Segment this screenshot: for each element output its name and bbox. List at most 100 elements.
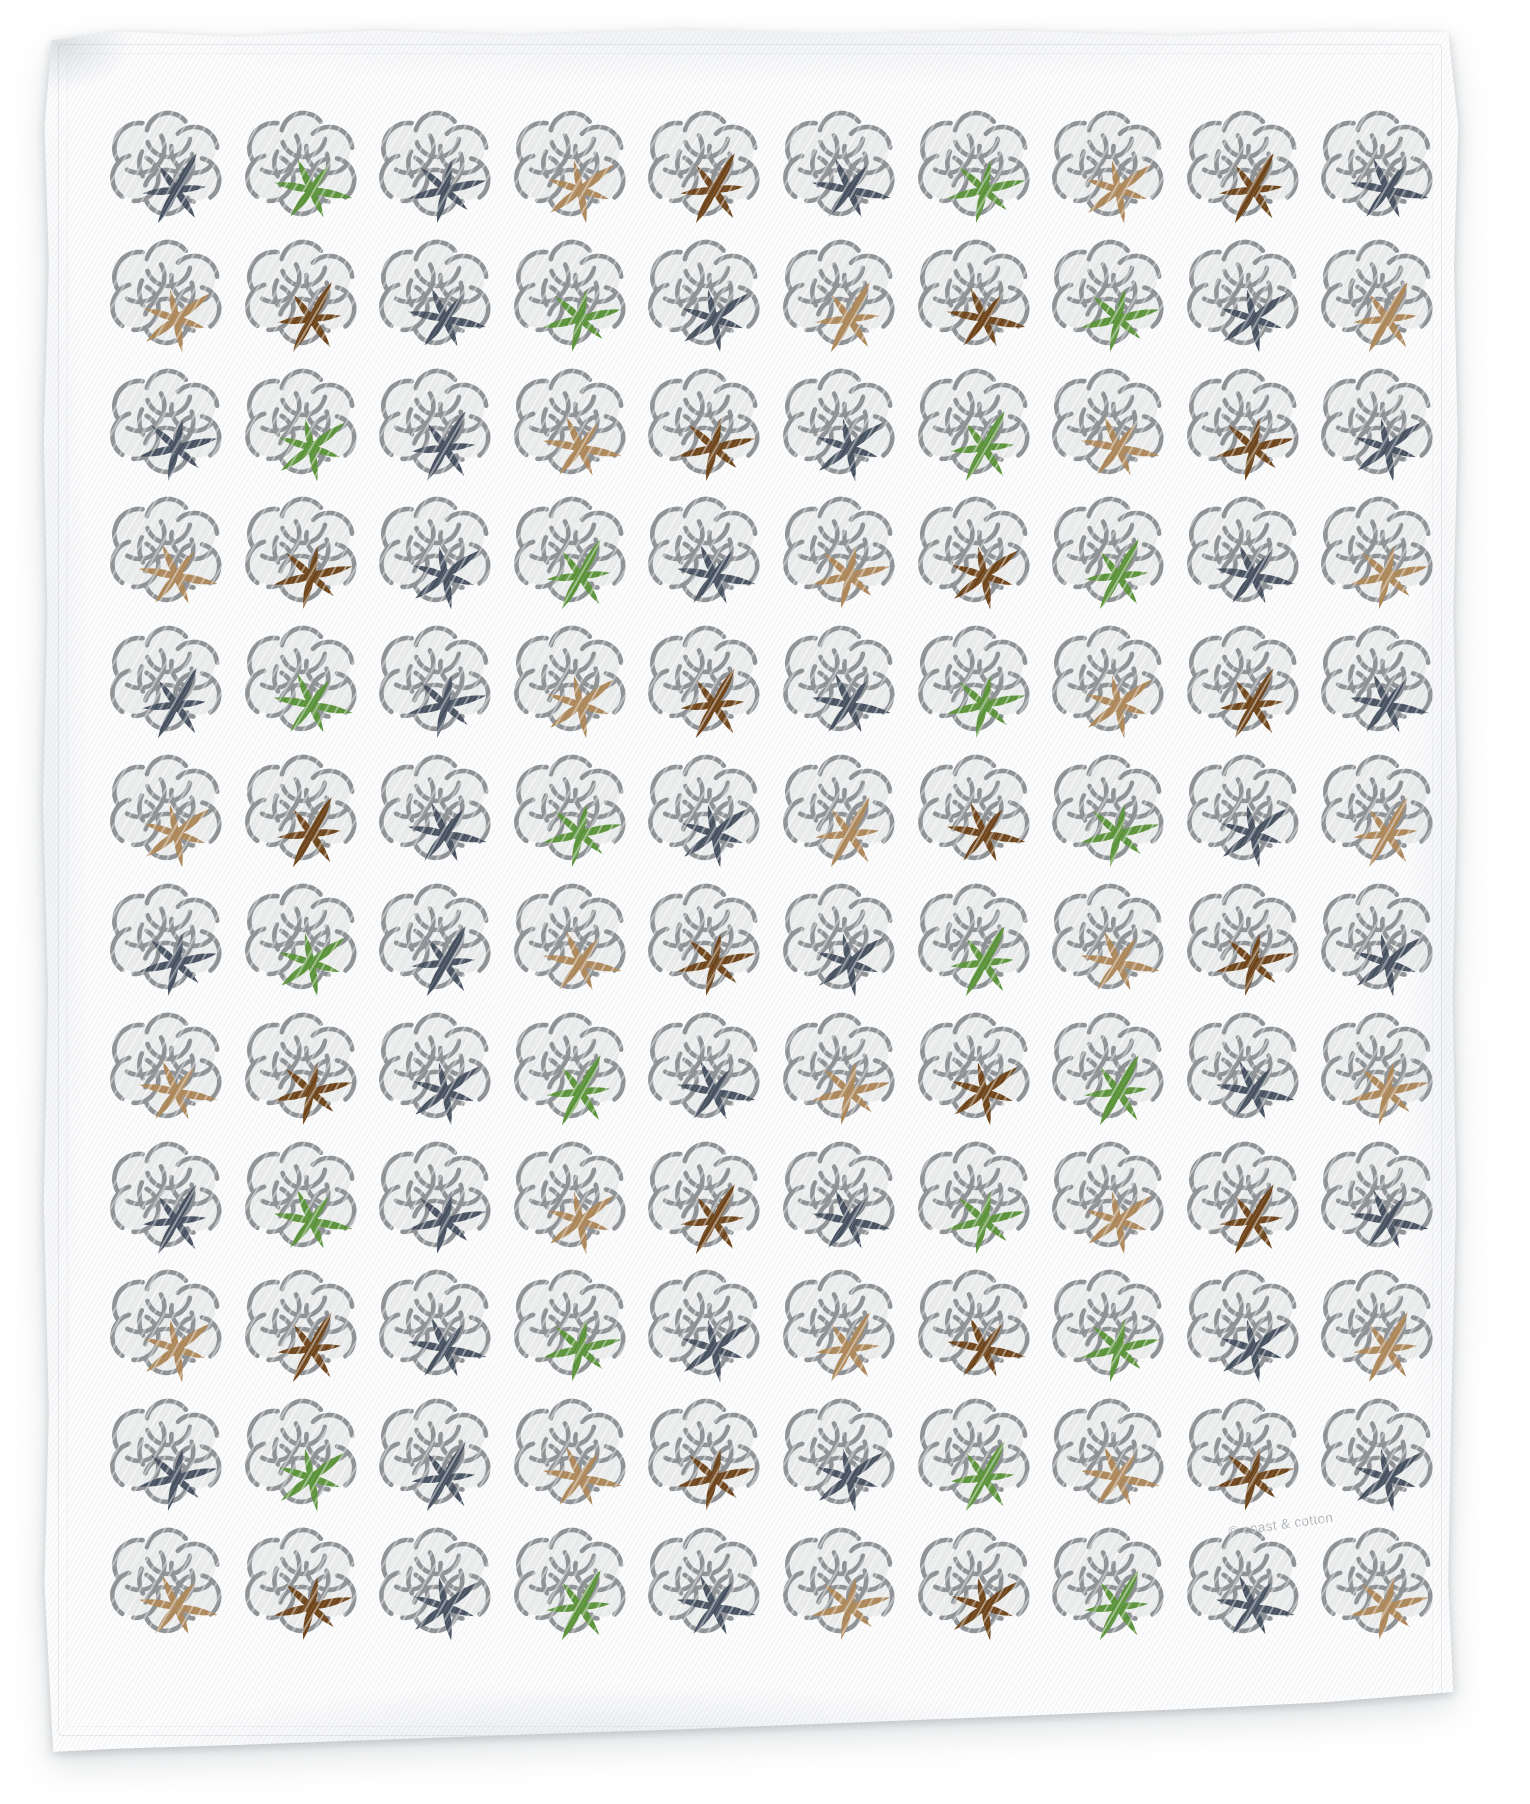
cotton-boll	[371, 1139, 506, 1262]
cotton-boll	[910, 1396, 1045, 1526]
cotton-boll	[371, 1525, 506, 1648]
cotton-boll	[237, 752, 372, 881]
cotton-boll	[1044, 623, 1179, 746]
cotton-boll	[371, 366, 506, 495]
cotton-boll	[640, 237, 775, 360]
cotton-boll	[237, 366, 372, 488]
cotton-boll	[1044, 366, 1179, 495]
cotton-boll	[1313, 494, 1448, 618]
tea-towel: © coast & cotton	[43, 29, 1459, 1752]
cotton-boll	[1179, 623, 1314, 753]
cotton-boll	[1179, 1396, 1314, 1520]
cotton-boll	[1313, 366, 1448, 488]
cotton-boll	[1179, 752, 1314, 875]
cotton-boll	[775, 1139, 910, 1268]
cotton-boll	[1179, 1525, 1314, 1654]
cotton-boll	[1179, 108, 1314, 237]
cotton-boll	[775, 1267, 910, 1397]
cotton-boll	[775, 108, 910, 237]
cotton-boll	[506, 1010, 641, 1139]
cotton-boll	[506, 237, 641, 360]
cotton-boll	[910, 1525, 1045, 1648]
cotton-boll	[1044, 237, 1179, 360]
cotton-boll	[237, 623, 372, 753]
cotton-boll	[775, 237, 910, 366]
cotton-boll	[102, 752, 237, 875]
cotton-boll	[102, 1396, 237, 1520]
cotton-boll	[506, 1267, 641, 1391]
cotton-boll	[102, 237, 237, 360]
cotton-boll	[237, 1139, 372, 1268]
cotton-boll	[237, 1396, 372, 1519]
cotton-boll	[1313, 1139, 1448, 1268]
cotton-boll	[371, 237, 506, 366]
cotton-boll	[506, 108, 641, 231]
cotton-boll	[371, 1010, 506, 1133]
cotton-boll	[910, 1267, 1045, 1397]
cotton-boll	[237, 881, 372, 1004]
cotton-boll	[506, 1525, 641, 1654]
cotton-boll	[237, 108, 372, 237]
cotton-boll	[1313, 1525, 1448, 1649]
cotton-boll	[1179, 237, 1314, 360]
cotton-boll	[910, 881, 1045, 1010]
cotton-boll	[910, 1010, 1045, 1133]
cotton-boll	[102, 623, 237, 753]
cotton-boll	[371, 108, 506, 232]
cotton-boll	[1179, 366, 1314, 489]
cotton-boll	[640, 366, 775, 489]
cotton-boll	[1179, 1267, 1314, 1390]
cotton-boll	[1179, 881, 1314, 1005]
cotton-boll	[640, 881, 775, 1005]
cotton-boll	[1044, 752, 1179, 876]
cotton-boll	[1179, 1139, 1314, 1268]
cotton-boll	[371, 623, 506, 747]
cotton-boll	[371, 1267, 506, 1397]
cotton-boll	[371, 1396, 506, 1526]
cotton-boll	[640, 494, 775, 624]
cotton-boll	[1179, 494, 1314, 624]
cotton-boll	[1044, 1010, 1179, 1139]
cotton-boll	[1179, 1010, 1314, 1139]
cotton-boll	[775, 1010, 910, 1133]
cotton-boll	[237, 494, 372, 618]
cotton-boll	[102, 1139, 237, 1268]
cotton-boll	[640, 1010, 775, 1139]
cotton-boll	[1044, 494, 1179, 624]
cotton-boll	[775, 752, 910, 881]
cotton-boll	[102, 1010, 237, 1139]
cotton-boll	[506, 494, 641, 624]
cotton-boll	[237, 237, 372, 366]
cotton-boll	[102, 108, 237, 237]
cotton-boll	[1313, 237, 1448, 366]
pattern-grid	[102, 108, 1448, 1654]
cotton-boll	[775, 623, 910, 753]
cotton-boll	[102, 1525, 237, 1654]
cotton-boll	[102, 881, 237, 1005]
cotton-boll	[775, 1396, 910, 1519]
cotton-boll	[1044, 1139, 1179, 1261]
cotton-boll	[775, 1525, 910, 1649]
cotton-boll	[1044, 1267, 1179, 1391]
cotton-boll	[640, 1267, 775, 1390]
cotton-boll	[237, 1010, 372, 1133]
cotton-boll	[910, 623, 1045, 747]
cotton-boll	[640, 623, 775, 753]
cotton-boll	[1313, 1010, 1448, 1133]
cotton-boll	[910, 108, 1045, 232]
cotton-boll	[1313, 881, 1448, 1004]
cotton-boll	[775, 881, 910, 1004]
cotton-boll	[1313, 752, 1448, 881]
cotton-boll	[371, 881, 506, 1010]
cotton-boll	[102, 494, 237, 624]
cotton-boll	[1313, 1396, 1448, 1519]
cotton-boll	[237, 1525, 372, 1649]
cotton-boll	[1313, 623, 1448, 753]
cotton-boll	[1313, 1267, 1448, 1397]
cotton-boll	[910, 1139, 1045, 1262]
cotton-boll	[102, 366, 237, 489]
cotton-boll	[910, 237, 1045, 366]
cotton-boll	[640, 752, 775, 875]
